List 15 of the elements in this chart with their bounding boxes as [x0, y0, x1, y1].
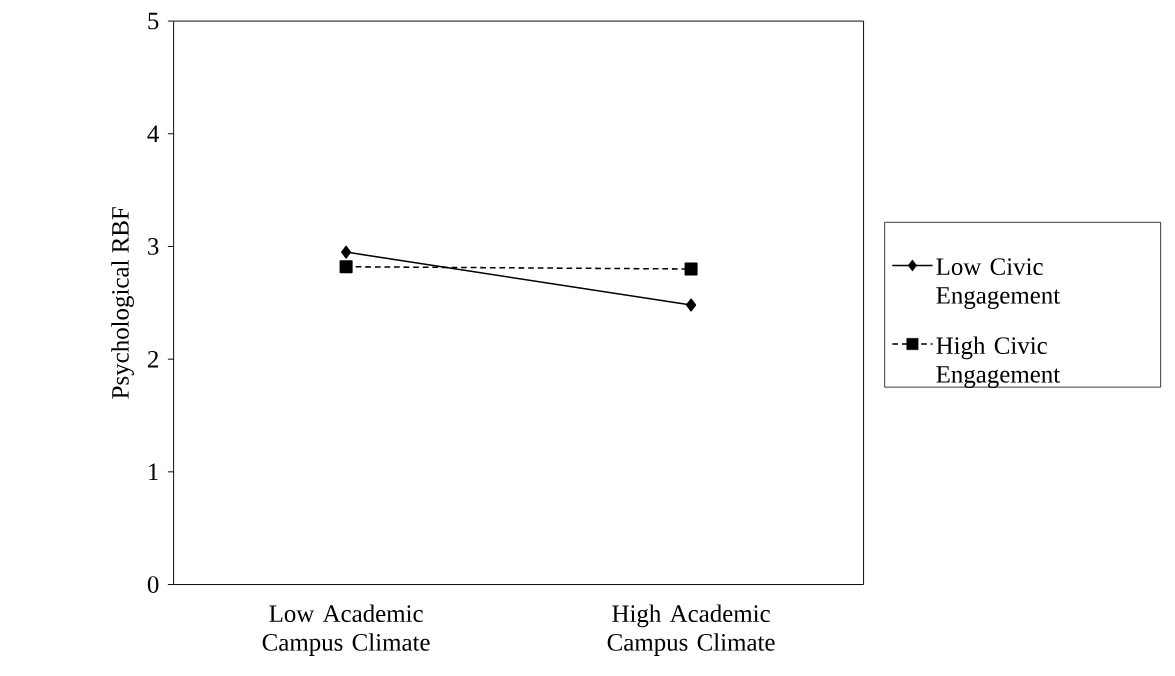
y-tick-label: 1 — [149, 463, 158, 481]
y-tick-label: 0 — [147, 576, 159, 594]
x-tick-label: High Academic Campus Climate — [607, 604, 775, 657]
x-tick-label: Low Academic Campus Climate — [262, 604, 430, 657]
point — [684, 262, 698, 276]
point — [686, 298, 697, 312]
legend-label: High Civic Engagement — [936, 336, 1061, 389]
y-tick-label: 2 — [148, 351, 158, 368]
point — [341, 245, 352, 259]
point — [339, 260, 353, 274]
legend-label: Low Civic Engagement — [936, 258, 1061, 310]
y-tick-label: 5 — [148, 13, 159, 30]
y-tick-label: 3 — [148, 238, 159, 256]
y-axis-title: Psychological RBF — [111, 207, 134, 399]
y-tick-label: 4 — [147, 125, 159, 143]
